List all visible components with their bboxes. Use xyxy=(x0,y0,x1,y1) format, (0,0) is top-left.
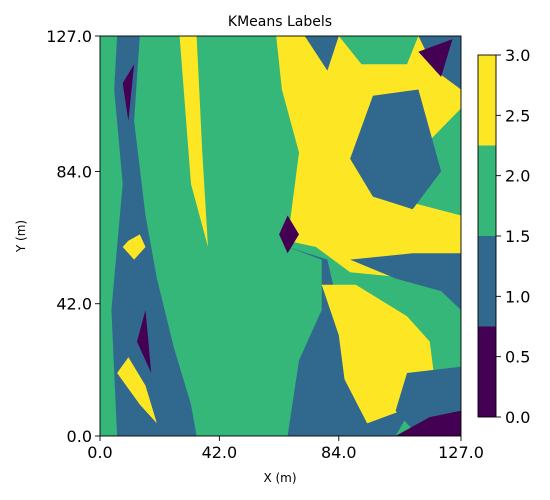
label-region-11 xyxy=(338,36,419,65)
label-region-14 xyxy=(350,253,461,310)
plot-frame xyxy=(99,35,462,437)
label-region-1 xyxy=(111,36,197,436)
colorbar-tick-label: 2.5 xyxy=(505,106,530,125)
x-tick-label: 84.0 xyxy=(321,443,357,462)
label-region-8 xyxy=(350,89,442,210)
label-region-4 xyxy=(117,357,157,424)
plot-area xyxy=(99,35,462,437)
y-tick-label: 127.0 xyxy=(46,27,92,46)
colorbar-block-3 xyxy=(478,55,496,146)
colorbar: 0.0 0.5 1.0 1.5 2.0 2.5 3.0 xyxy=(477,46,530,427)
colorbar-tick-label: 1.0 xyxy=(505,287,530,306)
colorbar-block-1 xyxy=(478,236,496,327)
x-axis: 0.0 42.0 84.0 127.0 xyxy=(87,436,484,462)
y-axis-label: Y (m) xyxy=(14,220,28,253)
chart-title: KMeans Labels xyxy=(228,14,332,30)
y-axis: 0.0 42.0 84.0 127.0 xyxy=(46,27,100,446)
colorbar-tick-label: 2.0 xyxy=(505,167,530,186)
x-tick-label: 127.0 xyxy=(438,443,484,462)
label-region-9 xyxy=(304,36,339,71)
x-tick-label: 0.0 xyxy=(87,443,112,462)
label-map xyxy=(100,36,461,436)
label-region-5 xyxy=(122,234,146,260)
colorbar-block-2 xyxy=(478,145,496,236)
label-region-16 xyxy=(395,410,461,436)
x-axis-label: X (m) xyxy=(263,471,296,485)
label-region-18 xyxy=(279,215,299,254)
label-region-3 xyxy=(137,310,152,373)
y-tick-label: 0.0 xyxy=(67,427,92,446)
colorbar-tick-label: 0.0 xyxy=(505,408,530,427)
label-region-6 xyxy=(179,36,208,247)
y-tick-label: 84.0 xyxy=(56,162,92,181)
y-tick-label: 42.0 xyxy=(56,295,92,314)
label-region-17 xyxy=(418,39,453,77)
colorbar-tick-label: 3.0 xyxy=(505,46,530,65)
colorbar-block-0 xyxy=(478,326,496,417)
colorbar-tick-label: 0.5 xyxy=(505,348,530,367)
label-region-2 xyxy=(122,64,135,121)
x-tick-label: 42.0 xyxy=(202,443,238,462)
colorbar-tick-label: 1.5 xyxy=(505,227,530,246)
